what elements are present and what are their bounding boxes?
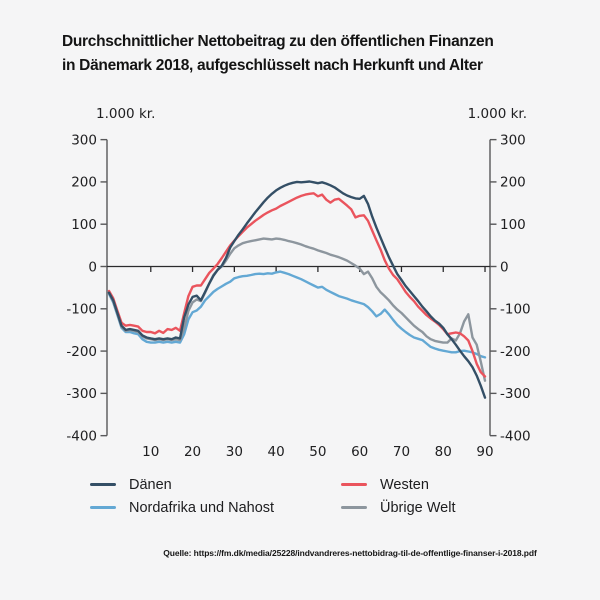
chart-plot: 300 300 200 200 100 100 0 0 -100 -100 -200 -200 -300…	[66, 132, 530, 460]
y-tick-label-left: 100	[71, 217, 97, 233]
legend-label-d-nen: Dänen	[129, 476, 172, 493]
y-tick-label-right: 100	[500, 217, 526, 233]
y-tick-label-left: 200	[71, 175, 97, 191]
x-tick-label: 80	[435, 444, 452, 460]
y-axis-unit-right: 1.000 kr.	[468, 106, 527, 122]
x-tick-label: 50	[309, 444, 326, 460]
series-line-d-nen	[107, 180, 487, 399]
y-tick-label-right: -100	[500, 302, 531, 318]
y-tick-label-right: -200	[500, 344, 531, 360]
legend-swatch-d-nen	[90, 482, 116, 487]
chart-title: Durchschnittlicher Nettobeitrag zu den ö…	[62, 30, 494, 78]
y-tick-label-left: -100	[66, 302, 97, 318]
legend-label-nordafrika-und-nahost: Nordafrika und Nahost	[129, 499, 275, 516]
legend-item-brige-welt: Übrige Welt	[341, 499, 455, 516]
y-tick-label-right: 200	[500, 175, 526, 191]
chart-title-line1: Durchschnittlicher Nettobeitrag zu den ö…	[62, 33, 494, 50]
x-tick-label: 60	[351, 444, 368, 460]
source-note: Quelle: https://fm.dk/media/25228/indvan…	[163, 548, 537, 558]
x-tick-label: 10	[142, 444, 159, 460]
legend-item-d-nen: Dänen	[90, 476, 341, 493]
legend-swatch-brige-welt	[341, 505, 367, 510]
series-line-westen	[107, 192, 487, 378]
x-tick-label: 40	[268, 444, 285, 460]
y-tick-label-left: -200	[66, 344, 97, 360]
y-tick-label-left: -300	[66, 386, 97, 402]
x-tick-label: 70	[393, 444, 410, 460]
legend-swatch-westen	[341, 482, 367, 487]
legend-label-brige-welt: Übrige Welt	[380, 499, 456, 516]
y-tick-label-right: -300	[500, 386, 531, 402]
y-tick-label-right: 0	[500, 259, 509, 275]
legend-label-westen: Westen	[380, 476, 429, 493]
legend: Dänen Westen Nordafrika und Nahost Übrige W…	[90, 476, 455, 516]
y-tick-label-left: 300	[71, 132, 97, 148]
x-tick-label: 90	[476, 444, 493, 460]
x-tick-label: 30	[226, 444, 243, 460]
legend-item-nordafrika-und-nahost: Nordafrika und Nahost	[90, 499, 341, 516]
legend-swatch-nordafrika-und-nahost	[90, 505, 116, 510]
legend-item-westen: Westen	[341, 476, 455, 493]
y-tick-label-right: -400	[500, 428, 531, 444]
chart-title-line2: in Dänemark 2018, aufgeschlüsselt nach H…	[62, 57, 483, 74]
series-line-nordafrika-und-nahost	[107, 270, 487, 359]
x-tick-label: 20	[184, 444, 201, 460]
y-tick-label-right: 300	[500, 132, 526, 148]
y-axis-unit-left: 1.000 kr.	[96, 106, 155, 122]
series-line-brige-welt	[107, 237, 487, 382]
y-tick-label-left: 0	[88, 259, 97, 275]
y-tick-label-left: -400	[66, 428, 97, 444]
